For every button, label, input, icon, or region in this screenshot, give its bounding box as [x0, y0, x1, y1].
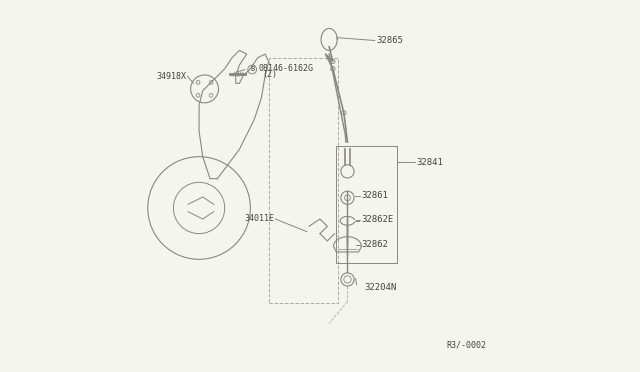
Text: B: B: [250, 67, 254, 73]
Text: (2): (2): [262, 70, 277, 79]
Bar: [269, 58, 339, 303]
Text: 34011E: 34011E: [244, 215, 274, 224]
Bar: [337, 146, 397, 263]
Text: 32204N: 32204N: [365, 283, 397, 292]
Text: R3/-0002: R3/-0002: [447, 340, 487, 349]
Text: 32841: 32841: [416, 158, 443, 167]
Text: 32861: 32861: [362, 192, 388, 201]
Text: 32862E: 32862E: [362, 215, 394, 224]
Text: 32862: 32862: [362, 240, 388, 249]
Text: 32865: 32865: [377, 36, 404, 45]
Text: 34918X: 34918X: [156, 71, 186, 81]
Text: 08146-6162G: 08146-6162G: [259, 64, 314, 73]
